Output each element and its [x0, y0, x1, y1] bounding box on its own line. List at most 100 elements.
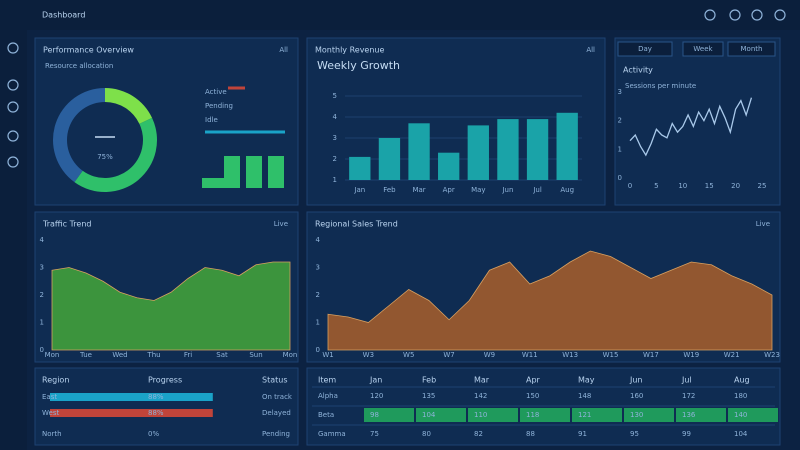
y-tick-label: 2 — [333, 155, 337, 163]
panel-title: Traffic Trend — [42, 220, 91, 229]
x-tick-label: Jun — [501, 186, 513, 194]
bar — [556, 112, 578, 180]
table-cell: 142 — [474, 392, 487, 400]
top-bar — [0, 0, 800, 30]
table-cell: 140 — [734, 411, 747, 419]
line — [629, 97, 753, 157]
x-tick-label: W5 — [403, 351, 414, 359]
tab-label[interactable]: Month — [741, 45, 763, 53]
area — [51, 261, 291, 351]
x-tick-label: Sat — [216, 351, 228, 359]
table-cell: 180 — [734, 392, 747, 400]
panel-subtitle: Sessions per minute — [625, 82, 696, 90]
x-tick-label: 15 — [705, 182, 714, 190]
y-tick-label: 0 — [40, 346, 44, 354]
y-tick-label: 1 — [316, 319, 320, 327]
table-cell: 95 — [630, 430, 639, 438]
table-cell: West — [42, 409, 59, 417]
x-tick-label: Apr — [443, 186, 455, 194]
x-tick-label: W19 — [683, 351, 699, 359]
table-cell: East — [42, 393, 57, 401]
y-tick-label: 1 — [618, 145, 622, 153]
table-cell: 104 — [422, 411, 436, 419]
progress-bar — [50, 409, 213, 417]
y-tick-label: 2 — [618, 117, 622, 125]
y-tick-label: 4 — [316, 236, 321, 244]
y-tick-label: 3 — [316, 264, 320, 272]
y-tick-label: 2 — [316, 291, 320, 299]
legend-label: Pending — [205, 102, 233, 110]
table-cell: 75 — [370, 430, 379, 438]
table-cell: Gamma — [318, 430, 346, 438]
x-tick-label: Wed — [112, 351, 127, 359]
x-tick-label: W13 — [562, 351, 578, 359]
nav-reports[interactable] — [7, 101, 19, 113]
tab[interactable] — [727, 41, 776, 57]
legend-label: Idle — [205, 116, 218, 124]
table-cell: 88 — [526, 430, 535, 438]
tab-label[interactable]: Week — [693, 45, 713, 53]
x-tick-label: W21 — [724, 351, 740, 359]
table-cell: 99 — [682, 430, 691, 438]
table-cell: 0% — [148, 430, 159, 438]
table-cell: North — [42, 430, 62, 438]
bar — [438, 152, 460, 180]
app-title: Dashboard — [42, 11, 85, 20]
tab[interactable] — [617, 41, 673, 57]
table-cell: 172 — [682, 392, 695, 400]
table-header: Status — [262, 376, 288, 385]
x-tick-label: W15 — [603, 351, 619, 359]
y-tick-label: 1 — [40, 319, 44, 327]
panel-subtitle: Weekly Growth — [317, 59, 400, 72]
sidebar — [0, 30, 27, 450]
x-tick-label: May — [471, 186, 485, 194]
x-tick-label: Fri — [184, 351, 192, 359]
tab-label[interactable]: Day — [638, 45, 652, 53]
x-tick-label: 10 — [678, 182, 687, 190]
x-tick-label: Feb — [383, 186, 396, 194]
donut-segment — [105, 88, 153, 124]
y-tick-label: 0 — [618, 174, 622, 182]
table-header: Feb — [422, 376, 436, 385]
table-cell: Alpha — [318, 392, 338, 400]
profile-icon[interactable] — [774, 9, 786, 21]
table-cell: 98 — [370, 411, 379, 419]
table-cell: 150 — [526, 392, 539, 400]
nav-users[interactable] — [7, 130, 19, 142]
x-tick-label: Tue — [79, 351, 92, 359]
y-tick-label: 3 — [333, 134, 337, 142]
x-tick-label: Sun — [249, 351, 262, 359]
search-icon[interactable] — [704, 9, 716, 21]
table-header: Jun — [629, 376, 643, 385]
row-highlight — [364, 408, 414, 422]
y-tick-label: 3 — [618, 88, 622, 96]
table-header: Region — [42, 376, 69, 385]
nav-home[interactable] — [7, 42, 19, 54]
x-tick-label: W7 — [443, 351, 454, 359]
notify-icon[interactable] — [751, 9, 763, 21]
mini-bar — [268, 156, 284, 188]
bar — [467, 125, 489, 180]
progress-bar — [50, 393, 213, 401]
panel-title: Monthly Revenue — [315, 46, 384, 55]
nav-stats[interactable] — [7, 79, 19, 91]
tab[interactable] — [682, 41, 724, 57]
nav-settings[interactable] — [7, 156, 19, 168]
x-tick-label: W9 — [484, 351, 495, 359]
refresh-icon[interactable] — [729, 9, 741, 21]
mini-bar — [202, 178, 230, 188]
table-cell: Pending — [262, 430, 290, 438]
x-tick-label: Jan — [353, 186, 365, 194]
table-header: Aug — [734, 376, 750, 385]
badge: Live — [756, 220, 770, 228]
donut-segment — [53, 88, 105, 183]
x-tick-label: Mon — [45, 351, 60, 359]
table-cell: 80 — [422, 430, 431, 438]
x-tick-label: Thu — [146, 351, 160, 359]
row-highlight — [676, 408, 726, 422]
center-label: 75% — [97, 153, 113, 161]
table-cell: Beta — [318, 411, 334, 419]
row-highlight — [624, 408, 674, 422]
